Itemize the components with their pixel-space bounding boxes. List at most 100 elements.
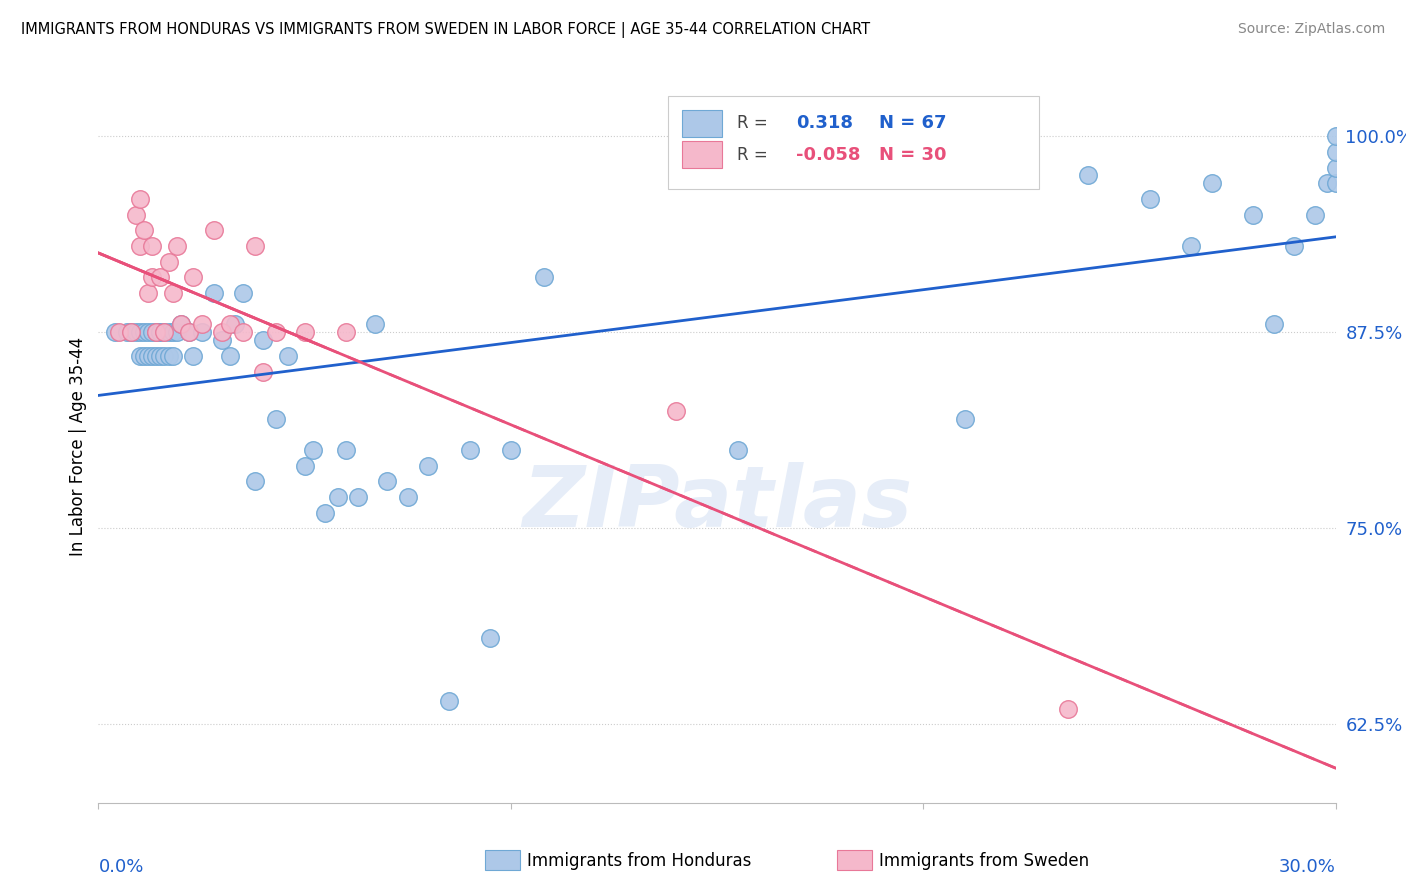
- Point: [153, 349, 176, 363]
- Bar: [682, 110, 723, 137]
- Point: [396, 490, 419, 504]
- Point: [1056, 702, 1078, 716]
- Point: [665, 403, 688, 417]
- Point: [727, 442, 749, 457]
- Point: [347, 490, 370, 504]
- Point: [211, 333, 233, 347]
- Point: [1324, 161, 1347, 175]
- Point: [1316, 176, 1339, 190]
- Point: [375, 475, 398, 489]
- Point: [153, 326, 176, 340]
- Point: [128, 349, 150, 363]
- Point: [1077, 169, 1099, 183]
- Point: [219, 318, 242, 332]
- Point: [108, 326, 131, 340]
- Point: [1324, 145, 1347, 159]
- Point: [437, 694, 460, 708]
- Point: [1139, 192, 1161, 206]
- Text: R =: R =: [737, 114, 768, 132]
- Text: 0.318: 0.318: [796, 114, 853, 132]
- Point: [219, 349, 242, 363]
- Point: [277, 349, 299, 363]
- Point: [479, 631, 502, 645]
- Text: Immigrants from Honduras: Immigrants from Honduras: [527, 852, 752, 870]
- Point: [136, 349, 159, 363]
- Point: [499, 442, 522, 457]
- Point: [1324, 129, 1347, 144]
- Point: [224, 318, 246, 332]
- Point: [264, 411, 287, 425]
- Text: N = 67: N = 67: [879, 114, 946, 132]
- Text: N = 30: N = 30: [879, 146, 946, 164]
- Point: [1263, 318, 1285, 332]
- Point: [243, 239, 266, 253]
- Text: ZIPatlas: ZIPatlas: [522, 461, 912, 545]
- Point: [162, 326, 184, 340]
- Point: [145, 349, 167, 363]
- Point: [141, 239, 163, 253]
- Point: [314, 506, 336, 520]
- Text: 30.0%: 30.0%: [1279, 858, 1336, 876]
- Point: [264, 326, 287, 340]
- Point: [128, 326, 150, 340]
- Point: [252, 364, 274, 378]
- Point: [202, 223, 225, 237]
- Point: [162, 349, 184, 363]
- Point: [335, 442, 357, 457]
- Point: [1324, 176, 1347, 190]
- Point: [190, 326, 212, 340]
- Point: [252, 333, 274, 347]
- Point: [166, 239, 188, 253]
- Point: [181, 270, 204, 285]
- Point: [141, 326, 163, 340]
- Point: [128, 239, 150, 253]
- Point: [157, 349, 180, 363]
- Text: 0.0%: 0.0%: [98, 858, 143, 876]
- Point: [533, 270, 555, 285]
- Y-axis label: In Labor Force | Age 35-44: In Labor Force | Age 35-44: [69, 336, 87, 556]
- Point: [153, 326, 176, 340]
- Point: [141, 270, 163, 285]
- Point: [170, 318, 193, 332]
- Point: [149, 326, 172, 340]
- Point: [190, 318, 212, 332]
- Point: [1303, 208, 1326, 222]
- Point: [128, 192, 150, 206]
- Point: [124, 208, 146, 222]
- Point: [294, 458, 316, 473]
- Point: [120, 326, 142, 340]
- Point: [170, 318, 193, 332]
- Point: [1201, 176, 1223, 190]
- Bar: [682, 141, 723, 169]
- Point: [232, 286, 254, 301]
- Point: [136, 286, 159, 301]
- Point: [302, 442, 325, 457]
- Point: [326, 490, 349, 504]
- Point: [145, 326, 167, 340]
- Point: [181, 349, 204, 363]
- FancyBboxPatch shape: [668, 96, 1039, 189]
- Point: [120, 326, 142, 340]
- Point: [294, 326, 316, 340]
- Point: [418, 458, 440, 473]
- Point: [232, 326, 254, 340]
- Point: [1284, 239, 1306, 253]
- Point: [157, 326, 180, 340]
- Point: [953, 411, 976, 425]
- Point: [166, 326, 188, 340]
- Point: [1180, 239, 1202, 253]
- Text: -0.058: -0.058: [796, 146, 860, 164]
- Point: [162, 286, 184, 301]
- Point: [132, 223, 155, 237]
- Text: R =: R =: [737, 146, 768, 164]
- Point: [136, 326, 159, 340]
- Point: [149, 349, 172, 363]
- Point: [141, 349, 163, 363]
- Point: [211, 326, 233, 340]
- Text: Source: ZipAtlas.com: Source: ZipAtlas.com: [1237, 22, 1385, 37]
- Point: [202, 286, 225, 301]
- Point: [335, 326, 357, 340]
- Point: [124, 326, 146, 340]
- Point: [149, 326, 172, 340]
- Point: [132, 349, 155, 363]
